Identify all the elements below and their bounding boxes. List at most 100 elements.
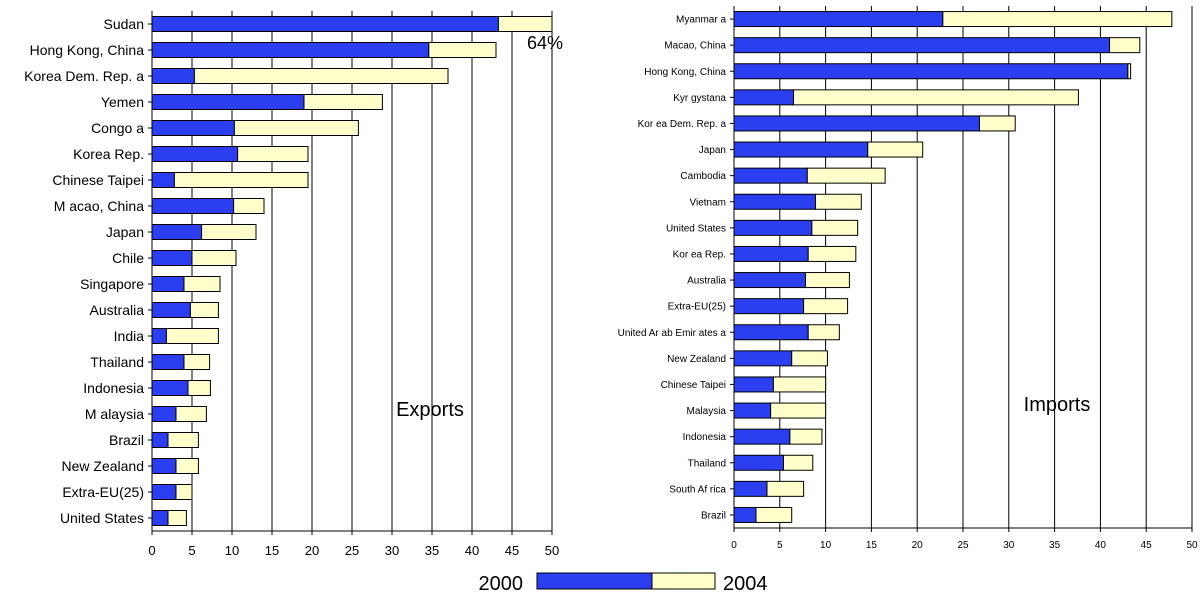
exports-category-label: M alaysia	[85, 406, 144, 422]
exports-category-label: Singapore	[80, 276, 144, 292]
exports-bar-2004	[165, 328, 219, 344]
exports-bar-2000	[151, 484, 177, 500]
exports-x-tick-label: 40	[465, 543, 479, 558]
exports-bar-2000	[151, 302, 191, 318]
exports-overflow-label: 64%	[527, 33, 563, 53]
exports-category-label: Japan	[106, 224, 144, 240]
imports-bar-2000	[733, 219, 813, 236]
exports-bar-2004	[189, 302, 219, 318]
imports-category-label: New Zealand	[667, 354, 726, 365]
imports-category-label: Extra-EU(25)	[668, 302, 726, 313]
imports-bar-2004	[791, 350, 828, 367]
exports-category-label: Congo a	[91, 120, 144, 136]
imports-category-label: Australia	[687, 276, 726, 287]
imports-bar-2000	[733, 402, 772, 419]
exports-bar-2000	[151, 224, 203, 240]
exports-category-label: Sudan	[104, 16, 144, 32]
exports-bar-2004	[233, 120, 359, 136]
exports-bar-2000	[151, 146, 239, 162]
exports-bar-2004	[183, 354, 211, 370]
exports-bar-2004	[187, 380, 211, 396]
imports-bar-2004	[807, 245, 857, 262]
imports-bar-2004	[789, 428, 823, 445]
exports-bar-2000	[151, 42, 430, 58]
imports-bar-2004	[978, 115, 1016, 132]
imports-x-tick-label: 5	[777, 540, 783, 551]
exports-bar-2004	[175, 484, 193, 500]
exports-x-tick-label: 20	[305, 543, 319, 558]
imports-bar-2000	[733, 245, 809, 262]
imports-bar-2000	[733, 89, 795, 106]
imports-x-tick-label: 0	[731, 540, 737, 551]
imports-bar-2004	[1127, 63, 1132, 80]
imports-x-tick-label: 25	[957, 540, 969, 551]
exports-category-label: New Zealand	[62, 458, 145, 474]
exports-bar-2004	[191, 250, 237, 266]
imports-bar-2000	[733, 480, 768, 497]
exports-bar-2000	[151, 172, 175, 188]
exports-bar-2004	[303, 94, 383, 110]
exports-bar-2004	[497, 16, 553, 32]
exports-bar-2000	[151, 276, 185, 292]
exports-bar-2000	[151, 250, 193, 266]
exports-x-tick-label: 35	[425, 543, 439, 558]
exports-category-label: Chile	[112, 250, 144, 266]
imports-category-label: Brazil	[701, 510, 726, 521]
exports-bar-2000	[151, 16, 499, 32]
exports-x-tick-label: 5	[188, 543, 195, 558]
exports-bar-2000	[151, 120, 235, 136]
imports-category-label: Vietnam	[689, 197, 726, 208]
imports-bar-2004	[815, 193, 862, 210]
imports-x-tick-label: 40	[1095, 540, 1107, 551]
imports-x-tick-label: 35	[1049, 540, 1061, 551]
imports-bar-2000	[733, 298, 805, 315]
exports-category-label: Extra-EU(25)	[62, 484, 144, 500]
imports-bar-2000	[733, 167, 808, 184]
imports-chart: 0 5 10 15 20 25 30 35 40 45 50 Myanmar a Macao, Chin…	[618, 6, 1198, 551]
imports-annotation: Imports	[1024, 394, 1091, 416]
exports-x-tick-label: 30	[385, 543, 399, 558]
exports-bar-2000	[151, 510, 169, 526]
imports-category-label: South Af rica	[669, 484, 726, 495]
exports-category-label: Hong Kong, China	[30, 42, 145, 58]
exports-bar-2004	[428, 42, 497, 58]
imports-category-label: Chinese Taipei	[661, 380, 726, 391]
exports-annotation: Exports	[396, 399, 464, 421]
imports-bar-2004	[766, 480, 805, 497]
exports-bar-2004	[183, 276, 221, 292]
exports-x-tick-label: 25	[345, 543, 359, 558]
exports-bar-2004	[173, 172, 309, 188]
imports-bar-2004	[807, 324, 840, 341]
exports-bar-2000	[151, 328, 167, 344]
imports-x-tick-label: 30	[1003, 540, 1015, 551]
exports-bar-2000	[151, 406, 177, 422]
exports-bar-2000	[151, 68, 195, 84]
imports-bar-2004	[867, 141, 924, 158]
exports-category-label: Australia	[90, 302, 145, 318]
imports-category-label: United Ar ab Emir ates a	[618, 328, 727, 339]
imports-category-label: Myanmar a	[676, 15, 726, 26]
imports-x-tick-label: 50	[1186, 540, 1198, 551]
imports-category-label: Kor ea Dem. Rep. a	[638, 119, 727, 130]
imports-bar-2000	[733, 115, 980, 132]
exports-category-label: India	[114, 328, 145, 344]
legend-label-2000: 2000	[479, 573, 524, 595]
legend: 2000 2004	[479, 572, 768, 595]
imports-category-label: Macao, China	[664, 41, 726, 52]
exports-x-tick-label: 15	[265, 543, 279, 558]
imports-x-tick-label: 20	[912, 540, 924, 551]
exports-category-label: Korea Dem. Rep. a	[24, 68, 144, 84]
imports-bar-2000	[733, 324, 809, 341]
exports-x-tick-label: 50	[545, 543, 559, 558]
imports-category-label: Thailand	[688, 458, 726, 469]
exports-category-label: Thailand	[90, 354, 144, 370]
exports-category-label: Brazil	[109, 432, 144, 448]
imports-bar-2004	[782, 454, 814, 471]
imports-bar-2000	[733, 454, 784, 471]
imports-bar-2004	[806, 167, 886, 184]
imports-x-tick-label: 15	[866, 540, 878, 551]
exports-bar-2004	[175, 458, 199, 474]
imports-bar-2000	[733, 376, 774, 393]
legend-swatch-2000	[536, 572, 653, 590]
